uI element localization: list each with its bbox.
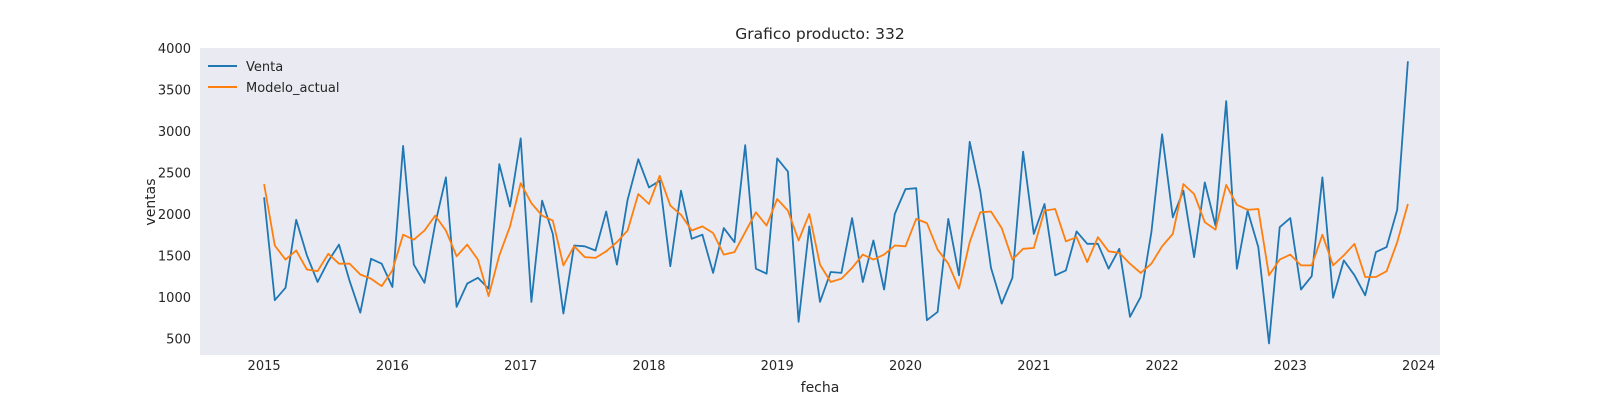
x-tick-labels: 2015 2016 2017 2018 2019 2020 2021 2022 2023 2024 bbox=[248, 359, 1436, 374]
x-tick-label: 2024 bbox=[1402, 359, 1435, 374]
y-tick-label: 2500 bbox=[158, 167, 191, 182]
x-tick-label: 2022 bbox=[1146, 359, 1179, 374]
x-tick-label: 2023 bbox=[1274, 359, 1307, 374]
x-tick-label: 2021 bbox=[1017, 359, 1050, 374]
y-tick-label: 3000 bbox=[158, 125, 191, 140]
series-line-venta bbox=[263, 61, 1409, 345]
series-line-modelo-actual bbox=[263, 174, 1409, 298]
x-tick-label: 2020 bbox=[889, 359, 922, 374]
y-tick-label: 3500 bbox=[158, 84, 191, 99]
legend: Venta Modelo_actual bbox=[208, 60, 340, 96]
x-axis-label: fecha bbox=[801, 380, 840, 396]
y-tick-label: 4000 bbox=[158, 42, 191, 57]
plot-area bbox=[200, 48, 1440, 355]
x-tick-label: 2019 bbox=[761, 359, 794, 374]
y-tick-label: 1000 bbox=[158, 291, 191, 306]
x-tick-label: 2015 bbox=[248, 359, 281, 374]
legend-label: Venta bbox=[246, 60, 283, 75]
x-tick-label: 2017 bbox=[504, 359, 537, 374]
y-tick-label: 1500 bbox=[158, 249, 191, 264]
y-tick-label: 500 bbox=[166, 332, 191, 347]
y-tick-label: 2000 bbox=[158, 208, 191, 223]
y-axis-label: ventas bbox=[143, 178, 159, 225]
x-tick-label: 2016 bbox=[376, 359, 409, 374]
y-tick-labels: 500 1000 1500 2000 2500 3000 3500 4000 bbox=[158, 42, 191, 347]
chart-title: Grafico producto: 332 bbox=[735, 25, 904, 43]
legend-label: Modelo_actual bbox=[246, 81, 340, 96]
x-tick-label: 2018 bbox=[632, 359, 665, 374]
series-lines bbox=[263, 61, 1409, 345]
